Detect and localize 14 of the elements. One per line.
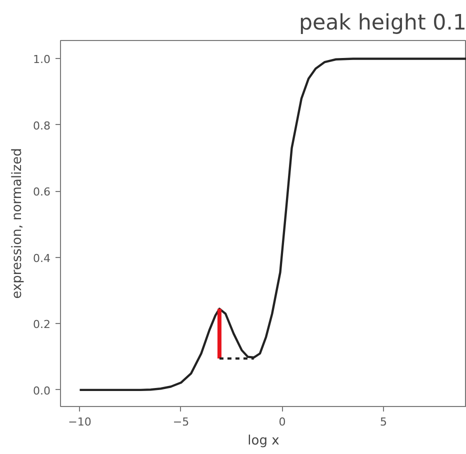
chart-title: peak height 0.1 bbox=[298, 10, 466, 36]
x-axis-title: log x bbox=[248, 434, 280, 448]
x-tick-label: −10 bbox=[68, 416, 92, 428]
line-series bbox=[78, 58, 466, 392]
y-tick-label: 0.2 bbox=[33, 318, 51, 332]
x-tick-label: 5 bbox=[380, 416, 387, 428]
y-tick-label: 0.6 bbox=[33, 186, 51, 199]
y-tick-label: 0.0 bbox=[33, 384, 51, 398]
x-tick-label: 0 bbox=[278, 416, 286, 428]
y-tick-label: 1.0 bbox=[33, 53, 51, 66]
y-tick-label: 0.8 bbox=[33, 119, 51, 132]
y-axis-title: expression, normalized bbox=[10, 148, 26, 299]
x-tick-label: −5 bbox=[172, 416, 190, 428]
y-tick-label: 0.4 bbox=[33, 252, 51, 265]
